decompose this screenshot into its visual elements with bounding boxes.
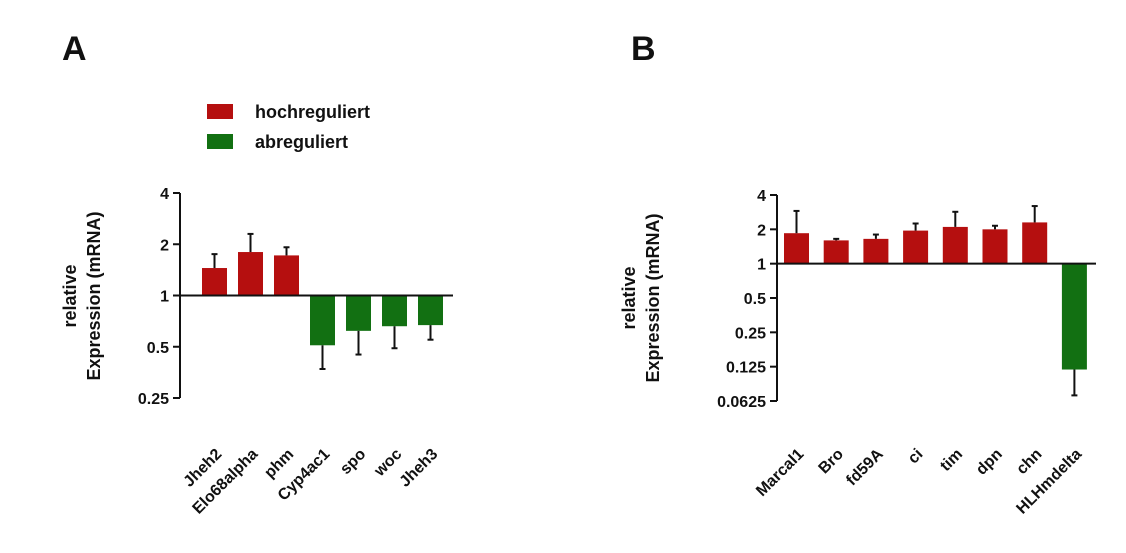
bar-fd59a bbox=[863, 238, 889, 264]
y-axis-title-line-1: relative bbox=[619, 266, 639, 329]
y-tick-label: 4 bbox=[757, 188, 766, 205]
category-label: Bro bbox=[816, 446, 848, 478]
chart-panel-b: 4 2 1 0.5 0.25 0.125 0.0625 relative Expression … bbox=[619, 188, 1096, 518]
legend-label-1: abreguliert bbox=[255, 132, 348, 152]
y-tick-label: 4 bbox=[160, 186, 169, 203]
panel-letter-a: A bbox=[62, 30, 87, 68]
category-label: chn bbox=[1013, 446, 1045, 478]
bar-dpn bbox=[982, 229, 1008, 264]
y-axis-title-line-2: Expression (mRNA) bbox=[84, 211, 104, 380]
y-tick-label: 0.25 bbox=[735, 325, 766, 342]
y-tick-label: 1 bbox=[160, 289, 169, 306]
category-label: Marcal1 bbox=[753, 446, 807, 500]
bar-spo bbox=[346, 295, 371, 331]
y-tick-label: 0.0625 bbox=[717, 394, 766, 411]
category-label: Jheh3 bbox=[397, 446, 442, 491]
bar-woc bbox=[382, 295, 407, 327]
bar-jheh2 bbox=[202, 268, 227, 296]
bar-bro bbox=[823, 240, 849, 264]
category-label: dpn bbox=[973, 446, 1006, 479]
bar-hlhmdelta bbox=[1061, 263, 1087, 370]
category-label: fd59A bbox=[843, 445, 887, 489]
bar-jheh3 bbox=[418, 295, 443, 326]
y-tick-label: 0.25 bbox=[138, 391, 169, 408]
bar-elo68alpha bbox=[238, 252, 263, 296]
bar-chn bbox=[1022, 222, 1048, 264]
y-tick-label: 2 bbox=[160, 237, 169, 254]
bar-tim bbox=[942, 226, 968, 264]
y-tick-label: 0.5 bbox=[744, 291, 766, 308]
y-axis-title-line-1: relative bbox=[60, 264, 80, 327]
category-label: spo bbox=[337, 446, 369, 478]
category-label: tim bbox=[937, 446, 966, 475]
y-tick-label: 0.125 bbox=[726, 360, 766, 377]
legend-swatch-1 bbox=[207, 134, 233, 149]
category-label: ci bbox=[905, 446, 926, 467]
y-tick-label: 2 bbox=[757, 222, 766, 239]
y-axis-title-line-2: Expression (mRNA) bbox=[643, 213, 663, 382]
bar-phm bbox=[274, 255, 299, 296]
bar-marcal1 bbox=[784, 233, 809, 264]
legend-label-0: hochreguliert bbox=[255, 102, 370, 122]
bar-cyp4ac1 bbox=[310, 295, 335, 346]
y-tick-label: 1 bbox=[757, 257, 766, 274]
y-tick-label: 0.5 bbox=[147, 340, 169, 357]
panel-letter-b: B bbox=[631, 30, 656, 68]
bar-ci bbox=[903, 230, 929, 264]
legend-swatch-0 bbox=[207, 104, 233, 119]
